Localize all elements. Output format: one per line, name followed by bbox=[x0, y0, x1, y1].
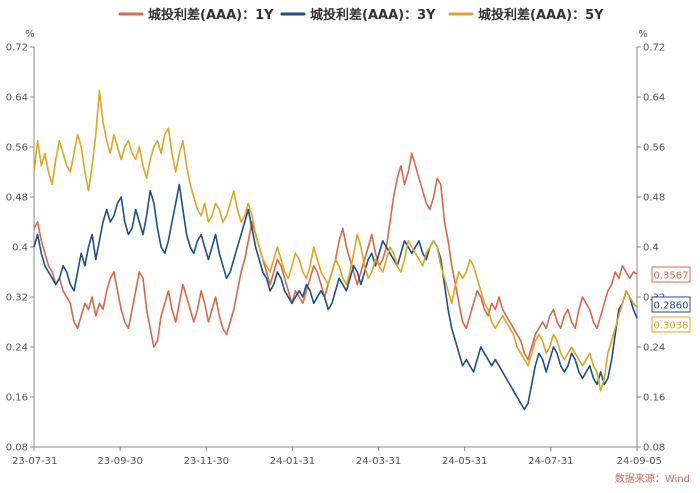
y-tick-label-right: 0.64 bbox=[643, 93, 665, 104]
legend: 城投利差(AAA)：1Y 城投利差(AAA)：3Y 城投利差(AAA)：5Y bbox=[118, 7, 604, 23]
y-tick-label-left: 0.08 bbox=[6, 443, 28, 454]
y-tick-label-right: 0.08 bbox=[643, 443, 665, 454]
axes: 0.72 0.72 0.64 0.64 0.56 0.56 0.48 0.48 0.4 0.4 0.… bbox=[6, 43, 666, 468]
end-value-box bbox=[651, 316, 691, 333]
y-tick-label-right: 0.24 bbox=[643, 343, 665, 354]
y-tick-label-left: 0.16 bbox=[6, 393, 28, 404]
end-value-label: 0.3038 bbox=[654, 321, 689, 332]
end-value-box bbox=[651, 266, 691, 283]
y-tick-label-left: 0.64 bbox=[6, 93, 28, 104]
x-tick-label: 23-07-31 bbox=[12, 456, 57, 467]
y-tick-label-left: 0.56 bbox=[6, 143, 28, 154]
end-value-labels: 0.3567 0.2860 0.3038 bbox=[651, 266, 691, 333]
y-tick-label-left: 0.24 bbox=[6, 343, 28, 354]
end-value-label: 0.2860 bbox=[654, 301, 689, 312]
legend-label: 城投利差(AAA)：3Y bbox=[310, 7, 436, 23]
y-tick-label-right: 0.4 bbox=[643, 243, 659, 254]
x-tick-label: 24-09-05 bbox=[617, 456, 662, 467]
y-tick-label-left: 0.72 bbox=[6, 43, 28, 54]
series-line-3 bbox=[33, 89, 638, 392]
y-tick-label-left: 0.4 bbox=[12, 243, 28, 254]
y-tick-label-left: 0.48 bbox=[6, 193, 28, 204]
legend-label: 城投利差(AAA)：1Y bbox=[148, 7, 274, 23]
y-tick-label-right: 0.72 bbox=[643, 43, 665, 54]
legend-label: 城投利差(AAA)：5Y bbox=[478, 7, 604, 23]
x-tick-label: 24-01-31 bbox=[270, 456, 315, 467]
series-lines bbox=[33, 89, 638, 411]
y-axis-left-unit: % bbox=[25, 29, 35, 40]
x-tick-label: 24-03-31 bbox=[356, 456, 401, 467]
x-tick-label: 24-05-31 bbox=[442, 456, 487, 467]
y-tick-label-right: 0.16 bbox=[643, 393, 665, 404]
data-source-note: 数据来源：Wind bbox=[615, 472, 690, 485]
y-tick-label-left: 0.32 bbox=[6, 293, 28, 304]
x-tick-label: 23-09-30 bbox=[97, 456, 142, 467]
series-line-2 bbox=[33, 183, 638, 411]
series-line-1 bbox=[33, 152, 638, 361]
x-tick-label: 23-11-30 bbox=[184, 456, 229, 467]
y-tick-label-right: 0.56 bbox=[643, 143, 665, 154]
x-tick-label: 24-07-31 bbox=[528, 456, 573, 467]
y-axis-right-unit: % bbox=[638, 29, 648, 40]
end-value-box bbox=[651, 296, 691, 313]
end-value-label: 0.3567 bbox=[654, 271, 689, 282]
y-tick-label-right: 0.48 bbox=[643, 193, 665, 204]
